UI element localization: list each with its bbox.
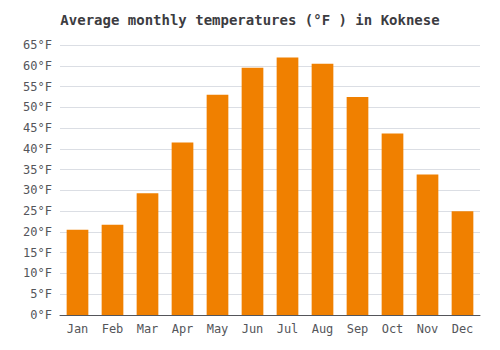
svg-text:0°F: 0°F — [30, 308, 52, 322]
svg-text:Apr: Apr — [172, 322, 194, 336]
svg-text:50°F: 50°F — [23, 100, 52, 114]
svg-text:Sep: Sep — [347, 322, 369, 336]
svg-text:15°F: 15°F — [23, 246, 52, 260]
svg-text:Mar: Mar — [137, 322, 159, 336]
svg-text:20°F: 20°F — [23, 225, 52, 239]
svg-text:Aug: Aug — [312, 322, 334, 336]
svg-text:Jan: Jan — [67, 322, 89, 336]
svg-text:Average monthly temperatures (: Average monthly temperatures (°F ) in Ko… — [60, 12, 439, 28]
svg-text:10°F: 10°F — [23, 266, 52, 280]
svg-text:65°F: 65°F — [23, 38, 52, 52]
svg-text:Jul: Jul — [277, 322, 299, 336]
svg-text:Feb: Feb — [102, 322, 124, 336]
svg-text:60°F: 60°F — [23, 59, 52, 73]
svg-text:Jun: Jun — [242, 322, 264, 336]
svg-text:25°F: 25°F — [23, 204, 52, 218]
svg-text:35°F: 35°F — [23, 163, 52, 177]
svg-text:45°F: 45°F — [23, 121, 52, 135]
svg-text:30°F: 30°F — [23, 183, 52, 197]
svg-text:5°F: 5°F — [30, 287, 52, 301]
svg-text:40°F: 40°F — [23, 142, 52, 156]
svg-text:Dec: Dec — [452, 322, 474, 336]
svg-text:May: May — [207, 322, 229, 336]
svg-text:Nov: Nov — [417, 322, 439, 336]
svg-text:Oct: Oct — [382, 322, 404, 336]
svg-text:55°F: 55°F — [23, 80, 52, 94]
